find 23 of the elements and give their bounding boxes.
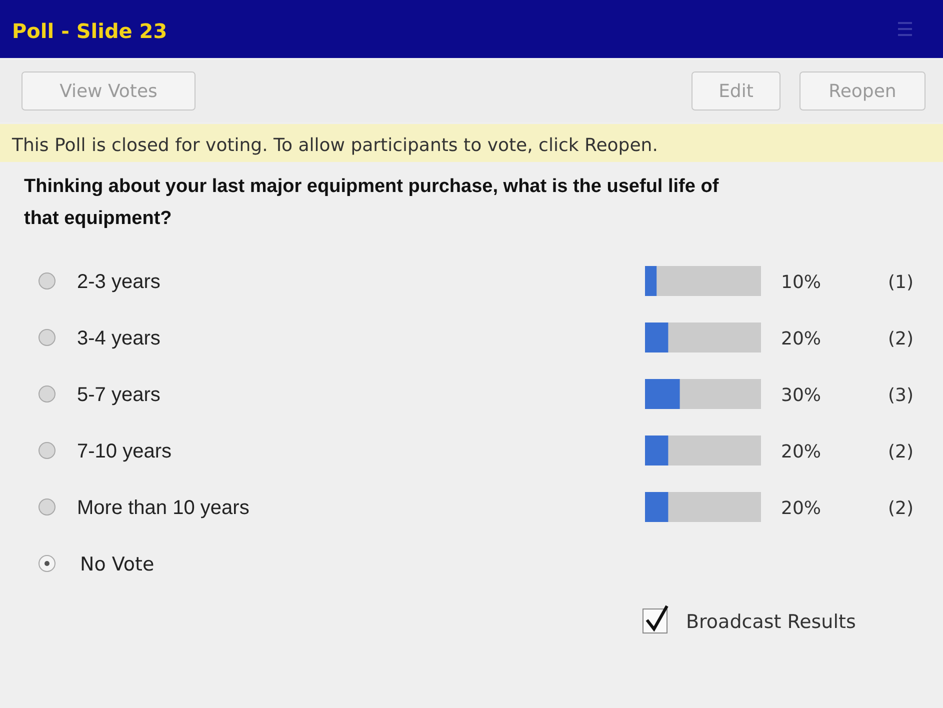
text: (2) — [888, 442, 914, 462]
text: (3) — [888, 385, 914, 406]
text: (2) — [888, 328, 914, 350]
data-label: 10% — [781, 272, 822, 293]
text: Broadcast Results — [686, 611, 856, 633]
data-label: 30% — [781, 385, 822, 406]
y-tick-label: 2-3 years — [77, 271, 160, 293]
text: Reopen — [828, 81, 896, 102]
data-label: 20% — [781, 498, 822, 519]
text: (2) — [888, 498, 914, 519]
y-tick-label: 3-4 years — [77, 328, 160, 350]
text: Thinking about your last major equipment purchase, what is the useful life of that equipment? — [24, 176, 720, 229]
y-tick-label: 7-10 years — [77, 440, 172, 462]
text: Poll - Slide 23 — [12, 19, 168, 43]
text: No Vote — [80, 554, 154, 576]
text: View Votes — [60, 81, 158, 102]
y-tick-label: More than 10 years — [77, 497, 250, 519]
text: This Poll is closed for voting. To allow participants to vote, click Reopen. — [11, 135, 658, 156]
data-label: 20% — [781, 442, 822, 462]
text: Edit — [718, 81, 754, 102]
data-label: 20% — [781, 328, 822, 350]
y-tick-label: 5-7 years — [77, 384, 160, 406]
text: (1) — [888, 272, 914, 293]
